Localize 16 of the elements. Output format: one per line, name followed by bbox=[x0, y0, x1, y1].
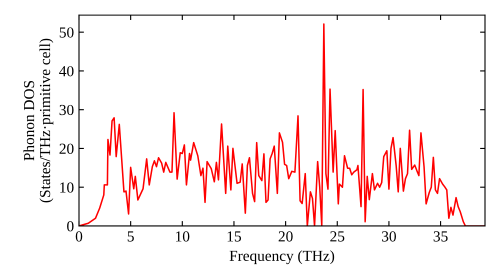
x-tick-label: 15 bbox=[228, 231, 242, 242]
x-tick-label: 30 bbox=[382, 231, 396, 242]
y-axis-title: Phonon DOS (States/THz·primitive cell) bbox=[23, 38, 54, 202]
y-tick-label: 0 bbox=[67, 221, 74, 232]
x-tick-label: 35 bbox=[434, 231, 448, 242]
y-tick-label: 30 bbox=[60, 104, 74, 116]
x-tick-label: 10 bbox=[176, 231, 190, 242]
x-axis-title: Frequency (THz) bbox=[230, 250, 334, 264]
y-tick-label: 40 bbox=[59, 66, 74, 76]
x-tick-label: 5 bbox=[128, 231, 134, 242]
y-tick-label: 10 bbox=[60, 182, 74, 193]
x-tick-label: 25 bbox=[330, 231, 344, 242]
x-tick-label: 20 bbox=[278, 231, 293, 242]
y-tick-label: 20 bbox=[60, 144, 74, 154]
x-tick-label: 0 bbox=[76, 231, 82, 242]
y-tick-label: 50 bbox=[60, 27, 74, 38]
